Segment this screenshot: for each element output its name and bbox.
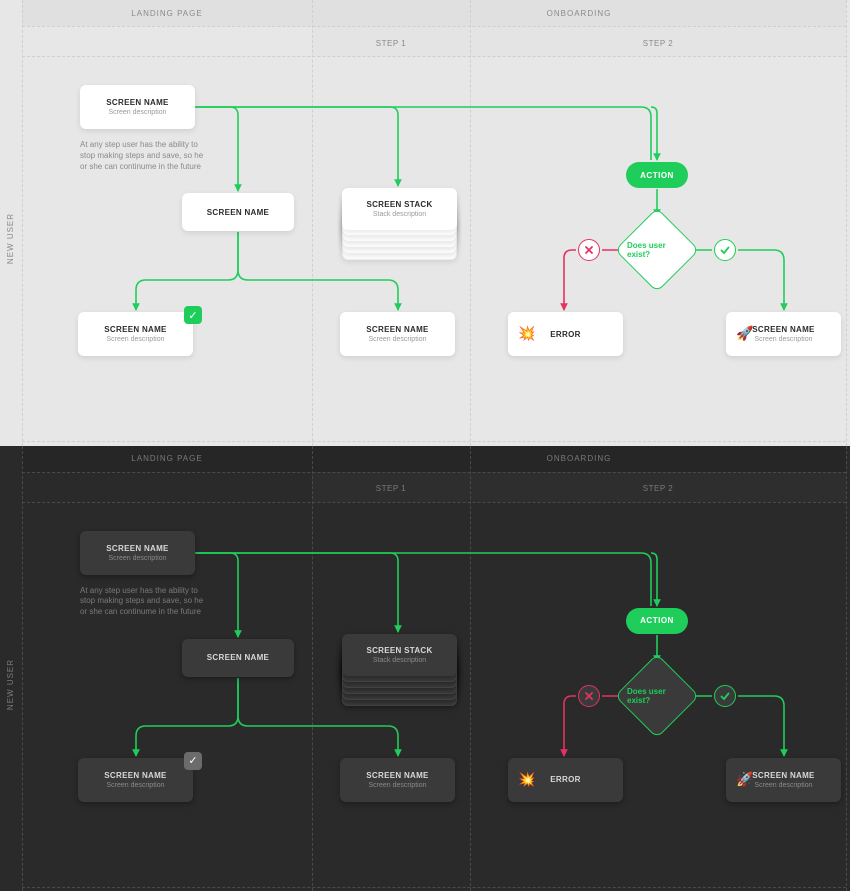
- step-header-step1: STEP 1: [312, 480, 470, 498]
- action-pill[interactable]: ACTION: [626, 162, 688, 188]
- edge-2: [196, 107, 398, 186]
- node-title: SCREEN NAME: [207, 208, 269, 217]
- edge-8: [564, 250, 576, 310]
- grid-vline-3: [846, 0, 847, 446]
- grid-vline-3: [846, 446, 847, 891]
- edge-0: [195, 553, 651, 606]
- help-note: At any step user has the ability to stop…: [80, 586, 210, 618]
- node-desc: Screen description: [109, 555, 167, 562]
- node-emoji-icon: 💥: [518, 771, 535, 788]
- decision-yes-icon: [714, 685, 736, 707]
- decision-no-icon: [578, 239, 600, 261]
- check-badge-icon: ✓: [184, 752, 202, 770]
- node-title: SCREEN NAME: [104, 771, 166, 780]
- edge-5: [136, 232, 238, 310]
- side-label: NEW USER: [0, 36, 22, 442]
- help-note: At any step user has the ability to stop…: [80, 140, 210, 172]
- node-desc: Stack description: [373, 657, 426, 664]
- step-header-step2: STEP 2: [470, 480, 846, 498]
- grid-hline-0: [22, 26, 846, 27]
- node-title: SCREEN STACK: [366, 200, 432, 209]
- node-desc: Screen description: [107, 336, 165, 343]
- grid-hline-1: [22, 56, 846, 57]
- grid-hline-2: [22, 441, 846, 442]
- node-title: SCREEN NAME: [752, 325, 814, 334]
- grid-hline-2: [22, 887, 846, 888]
- col-header-landing: LANDING PAGE: [22, 450, 312, 468]
- edge-1: [651, 553, 657, 606]
- decision-label: Does user exist?: [627, 241, 687, 259]
- node-desc: Screen description: [369, 336, 427, 343]
- node-emoji-icon: 🚀: [736, 771, 753, 788]
- edge-8: [564, 696, 576, 756]
- node-n2[interactable]: SCREEN NAME: [182, 193, 294, 231]
- edge-1: [651, 107, 657, 160]
- node-desc: Stack description: [373, 211, 426, 218]
- node-emoji-icon: 💥: [518, 325, 535, 342]
- node-title: ERROR: [550, 330, 580, 339]
- flowchart-panel-dark: LANDING PAGEONBOARDING STEP 1STEP 2 NEW US…: [0, 446, 850, 891]
- node-title: ERROR: [550, 775, 580, 784]
- grid-hline-1: [22, 502, 846, 503]
- col-header-onboarding: ONBOARDING: [312, 4, 846, 22]
- edge-2: [196, 553, 398, 632]
- node-stack[interactable]: SCREEN STACK Stack description: [342, 634, 457, 676]
- grid-vline-0: [22, 0, 23, 446]
- step-header-step1: STEP 1: [312, 34, 470, 52]
- col-header-landing: LANDING PAGE: [22, 4, 312, 22]
- node-desc: Screen description: [369, 782, 427, 789]
- node-n4[interactable]: SCREEN NAME Screen description: [340, 758, 455, 802]
- node-desc: Screen description: [755, 336, 813, 343]
- node-emoji-icon: 🚀: [736, 325, 753, 342]
- decision-diamond[interactable]: Does user exist?: [627, 666, 687, 726]
- node-n1[interactable]: SCREEN NAME Screen description: [80, 85, 195, 129]
- node-desc: Screen description: [755, 782, 813, 789]
- action-pill[interactable]: ACTION: [626, 608, 688, 634]
- grid-vline-2: [470, 446, 471, 891]
- node-n2[interactable]: SCREEN NAME: [182, 639, 294, 677]
- node-title: SCREEN NAME: [752, 771, 814, 780]
- grid-vline-0: [22, 446, 23, 891]
- node-desc: Screen description: [107, 782, 165, 789]
- node-title: SCREEN NAME: [207, 653, 269, 662]
- col-header-onboarding: ONBOARDING: [312, 450, 846, 468]
- side-label: NEW USER: [0, 482, 22, 888]
- decision-no-icon: [578, 685, 600, 707]
- node-title: SCREEN STACK: [366, 646, 432, 655]
- edge-10: [738, 250, 784, 310]
- node-desc: Screen description: [109, 109, 167, 116]
- node-n3[interactable]: SCREEN NAME Screen description: [78, 312, 193, 356]
- node-title: SCREEN NAME: [366, 771, 428, 780]
- edge-5: [136, 678, 238, 756]
- node-stack[interactable]: SCREEN STACK Stack description: [342, 188, 457, 230]
- step-header-step2: STEP 2: [470, 34, 846, 52]
- node-n4[interactable]: SCREEN NAME Screen description: [340, 312, 455, 356]
- node-n1[interactable]: SCREEN NAME Screen description: [80, 531, 195, 575]
- grid-vline-2: [470, 0, 471, 446]
- node-title: SCREEN NAME: [366, 325, 428, 334]
- decision-yes-icon: [714, 239, 736, 261]
- flowchart-panel-light: LANDING PAGEONBOARDING STEP 1STEP 2 NEW US…: [0, 0, 850, 446]
- grid-vline-1: [312, 0, 313, 446]
- edge-10: [738, 696, 784, 756]
- grid-hline-0: [22, 472, 846, 473]
- node-title: SCREEN NAME: [104, 325, 166, 334]
- node-title: SCREEN NAME: [106, 544, 168, 553]
- decision-label: Does user exist?: [627, 687, 687, 705]
- grid-vline-1: [312, 446, 313, 891]
- node-n3[interactable]: SCREEN NAME Screen description: [78, 758, 193, 802]
- edge-0: [195, 107, 651, 160]
- check-badge-icon: ✓: [184, 306, 202, 324]
- decision-diamond[interactable]: Does user exist?: [627, 220, 687, 280]
- node-title: SCREEN NAME: [106, 98, 168, 107]
